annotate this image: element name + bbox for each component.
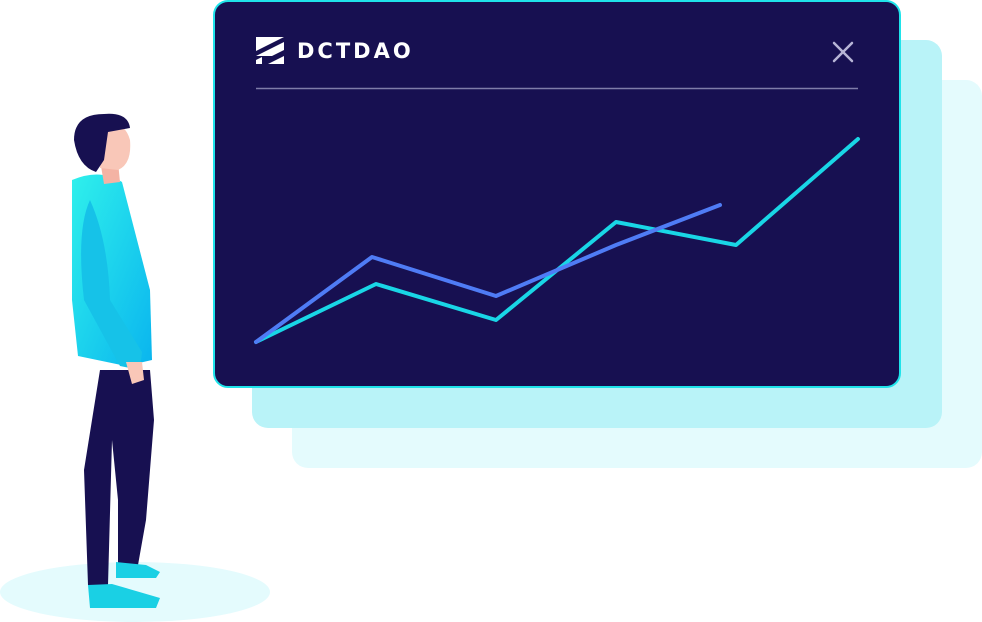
hand — [126, 362, 144, 384]
pants — [84, 370, 154, 585]
shoe — [116, 562, 160, 578]
window: DCTDAO — [213, 0, 901, 388]
shoe — [88, 584, 160, 608]
arm — [81, 200, 142, 370]
close-button[interactable] — [832, 41, 854, 63]
hair — [74, 113, 130, 172]
brand-name: DCTDAO — [297, 39, 414, 63]
blue-line — [254, 203, 722, 344]
person — [0, 113, 270, 622]
logo-icon — [256, 37, 284, 64]
window-frame — [213, 0, 901, 388]
